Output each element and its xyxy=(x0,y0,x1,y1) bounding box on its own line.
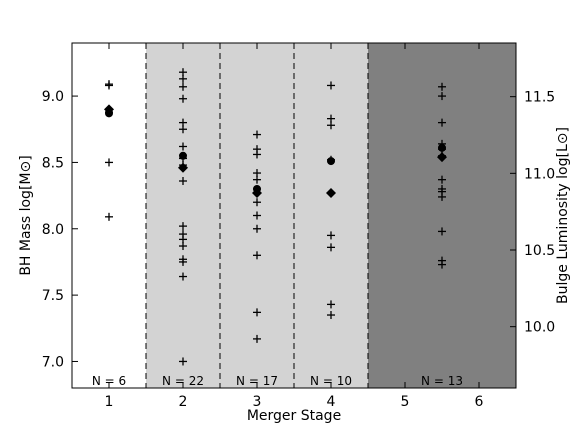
data-points xyxy=(104,68,447,366)
median-diamond-point xyxy=(178,162,188,173)
plus-point xyxy=(179,242,187,251)
plus-point xyxy=(253,308,261,317)
x-tick-label: 1 xyxy=(105,394,114,410)
mean-circle-point xyxy=(179,151,187,160)
plus-point xyxy=(327,311,335,320)
plus-point xyxy=(179,82,187,91)
plus-point xyxy=(253,150,261,159)
plus-point xyxy=(327,300,335,309)
x-tick-label: 2 xyxy=(179,394,188,410)
plot-frame xyxy=(71,42,517,389)
y-tick-label-right: 11.0 xyxy=(524,166,555,182)
mean-circle-point xyxy=(327,157,335,166)
y-tick-label-right: 10.0 xyxy=(524,320,555,336)
stage-counts: N = 6 N = 22 N = 17 N = 10 N = 13 xyxy=(92,374,463,388)
plus-point xyxy=(105,212,113,221)
median-diamond-point xyxy=(104,104,114,115)
x-tick-label: 5 xyxy=(401,394,410,410)
y-tick-label-right: 10.5 xyxy=(524,243,555,259)
y-tick-label-right: 11.5 xyxy=(524,90,555,106)
x-axis-label: Merger Stage xyxy=(247,408,341,424)
stage-dividers xyxy=(145,43,369,388)
plus-point xyxy=(438,192,446,201)
x-tick-label: 6 xyxy=(475,394,484,410)
plus-point xyxy=(179,125,187,134)
axis-ticks: 1 2 3 4 5 6 7.0 7.5 8.0 8.5 9.0 10.0 10.5 11.0 11.5 xyxy=(42,43,555,410)
stage-count-label-2: N = 22 xyxy=(162,374,204,388)
median-diamond-point xyxy=(326,187,336,198)
plus-point xyxy=(105,81,113,90)
plus-point xyxy=(327,81,335,90)
stage-count-label-4: N = 10 xyxy=(310,374,352,388)
plus-point xyxy=(179,272,187,281)
plus-point xyxy=(253,198,261,207)
plus-point xyxy=(253,175,261,184)
plus-point xyxy=(438,118,446,127)
plus-point xyxy=(253,211,261,220)
plus-point xyxy=(438,82,446,91)
plus-point xyxy=(179,222,187,231)
x-tick-label: 3 xyxy=(253,394,262,410)
y-tick-label-left: 9.0 xyxy=(42,89,64,105)
stage-region-4 xyxy=(294,43,368,388)
plus-point xyxy=(105,158,113,167)
plus-point xyxy=(179,74,187,83)
mean-circle-point xyxy=(438,143,446,152)
y-tick-label-left: 7.0 xyxy=(42,354,64,370)
plus-point xyxy=(179,94,187,103)
y-axis-label-right: Bulge Luminosity log[L⊙] xyxy=(555,127,571,304)
y-axis-label-left: BH Mass log[M⊙] xyxy=(18,155,34,275)
median-diamond-point xyxy=(437,152,447,163)
plus-point xyxy=(179,357,187,366)
plus-point xyxy=(179,142,187,151)
plus-point xyxy=(327,231,335,240)
plus-point xyxy=(253,224,261,233)
plus-point xyxy=(327,243,335,252)
plus-point xyxy=(179,257,187,266)
y-tick-label-left: 8.5 xyxy=(42,155,64,171)
plus-point xyxy=(179,177,187,185)
y-tick-label-left: 7.5 xyxy=(42,288,64,304)
plus-point xyxy=(438,175,446,184)
x-tick-label: 4 xyxy=(327,394,336,410)
stage-count-label-5: N = 13 xyxy=(421,374,463,388)
plus-point xyxy=(327,121,335,130)
stage-regions xyxy=(72,43,516,388)
stage-count-label-3: N = 17 xyxy=(236,374,278,388)
plus-point xyxy=(253,130,261,139)
median-diamond-point xyxy=(252,187,262,198)
plus-point xyxy=(438,227,446,236)
stage-count-label-1: N = 6 xyxy=(92,374,126,388)
plus-point xyxy=(438,92,446,101)
stage-region-5 xyxy=(368,43,516,388)
y-tick-label-left: 8.0 xyxy=(42,222,64,238)
plus-point xyxy=(438,260,446,269)
plus-point xyxy=(253,334,261,343)
plus-point xyxy=(253,251,261,260)
